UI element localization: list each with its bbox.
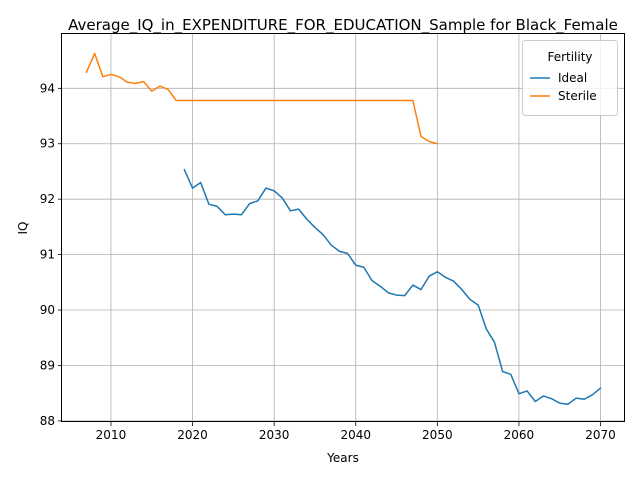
x-tick-label: 2040 bbox=[340, 428, 371, 442]
legend-label-ideal: Ideal bbox=[558, 71, 587, 85]
y-tick-label: 92 bbox=[40, 192, 55, 206]
y-tick-label: 94 bbox=[40, 81, 55, 95]
y-axis-label: IQ bbox=[16, 222, 30, 235]
series-line-sterile bbox=[85, 52, 439, 145]
legend-title: Fertility bbox=[547, 50, 592, 64]
x-tick-label: 2070 bbox=[585, 428, 616, 442]
x-axis: 2010 2020 2030 2040 2050 2060 2070 bbox=[96, 422, 616, 442]
series-lines bbox=[85, 52, 602, 406]
x-tick-label: 2050 bbox=[422, 428, 453, 442]
plot-frame bbox=[61, 33, 625, 422]
y-axis: 88 89 90 91 92 93 94 bbox=[40, 81, 62, 428]
y-tick-label: 91 bbox=[40, 248, 55, 262]
series-line-ideal bbox=[183, 168, 602, 406]
x-tick-label: 2030 bbox=[259, 428, 290, 442]
y-tick-label: 88 bbox=[40, 414, 55, 428]
chart-title: Average_IQ_in_EXPENDITURE_FOR_EDUCATION_… bbox=[68, 16, 618, 35]
x-tick-label: 2060 bbox=[504, 428, 535, 442]
legend: Fertility Ideal Sterile bbox=[522, 40, 618, 116]
y-tick-label: 93 bbox=[40, 137, 55, 151]
x-axis-label: Years bbox=[326, 451, 359, 465]
y-tick-label: 89 bbox=[40, 358, 55, 372]
y-tick-label: 90 bbox=[40, 303, 55, 317]
x-tick-label: 2010 bbox=[96, 428, 127, 442]
legend-label-sterile: Sterile bbox=[558, 89, 597, 103]
x-tick-label: 2020 bbox=[177, 428, 208, 442]
